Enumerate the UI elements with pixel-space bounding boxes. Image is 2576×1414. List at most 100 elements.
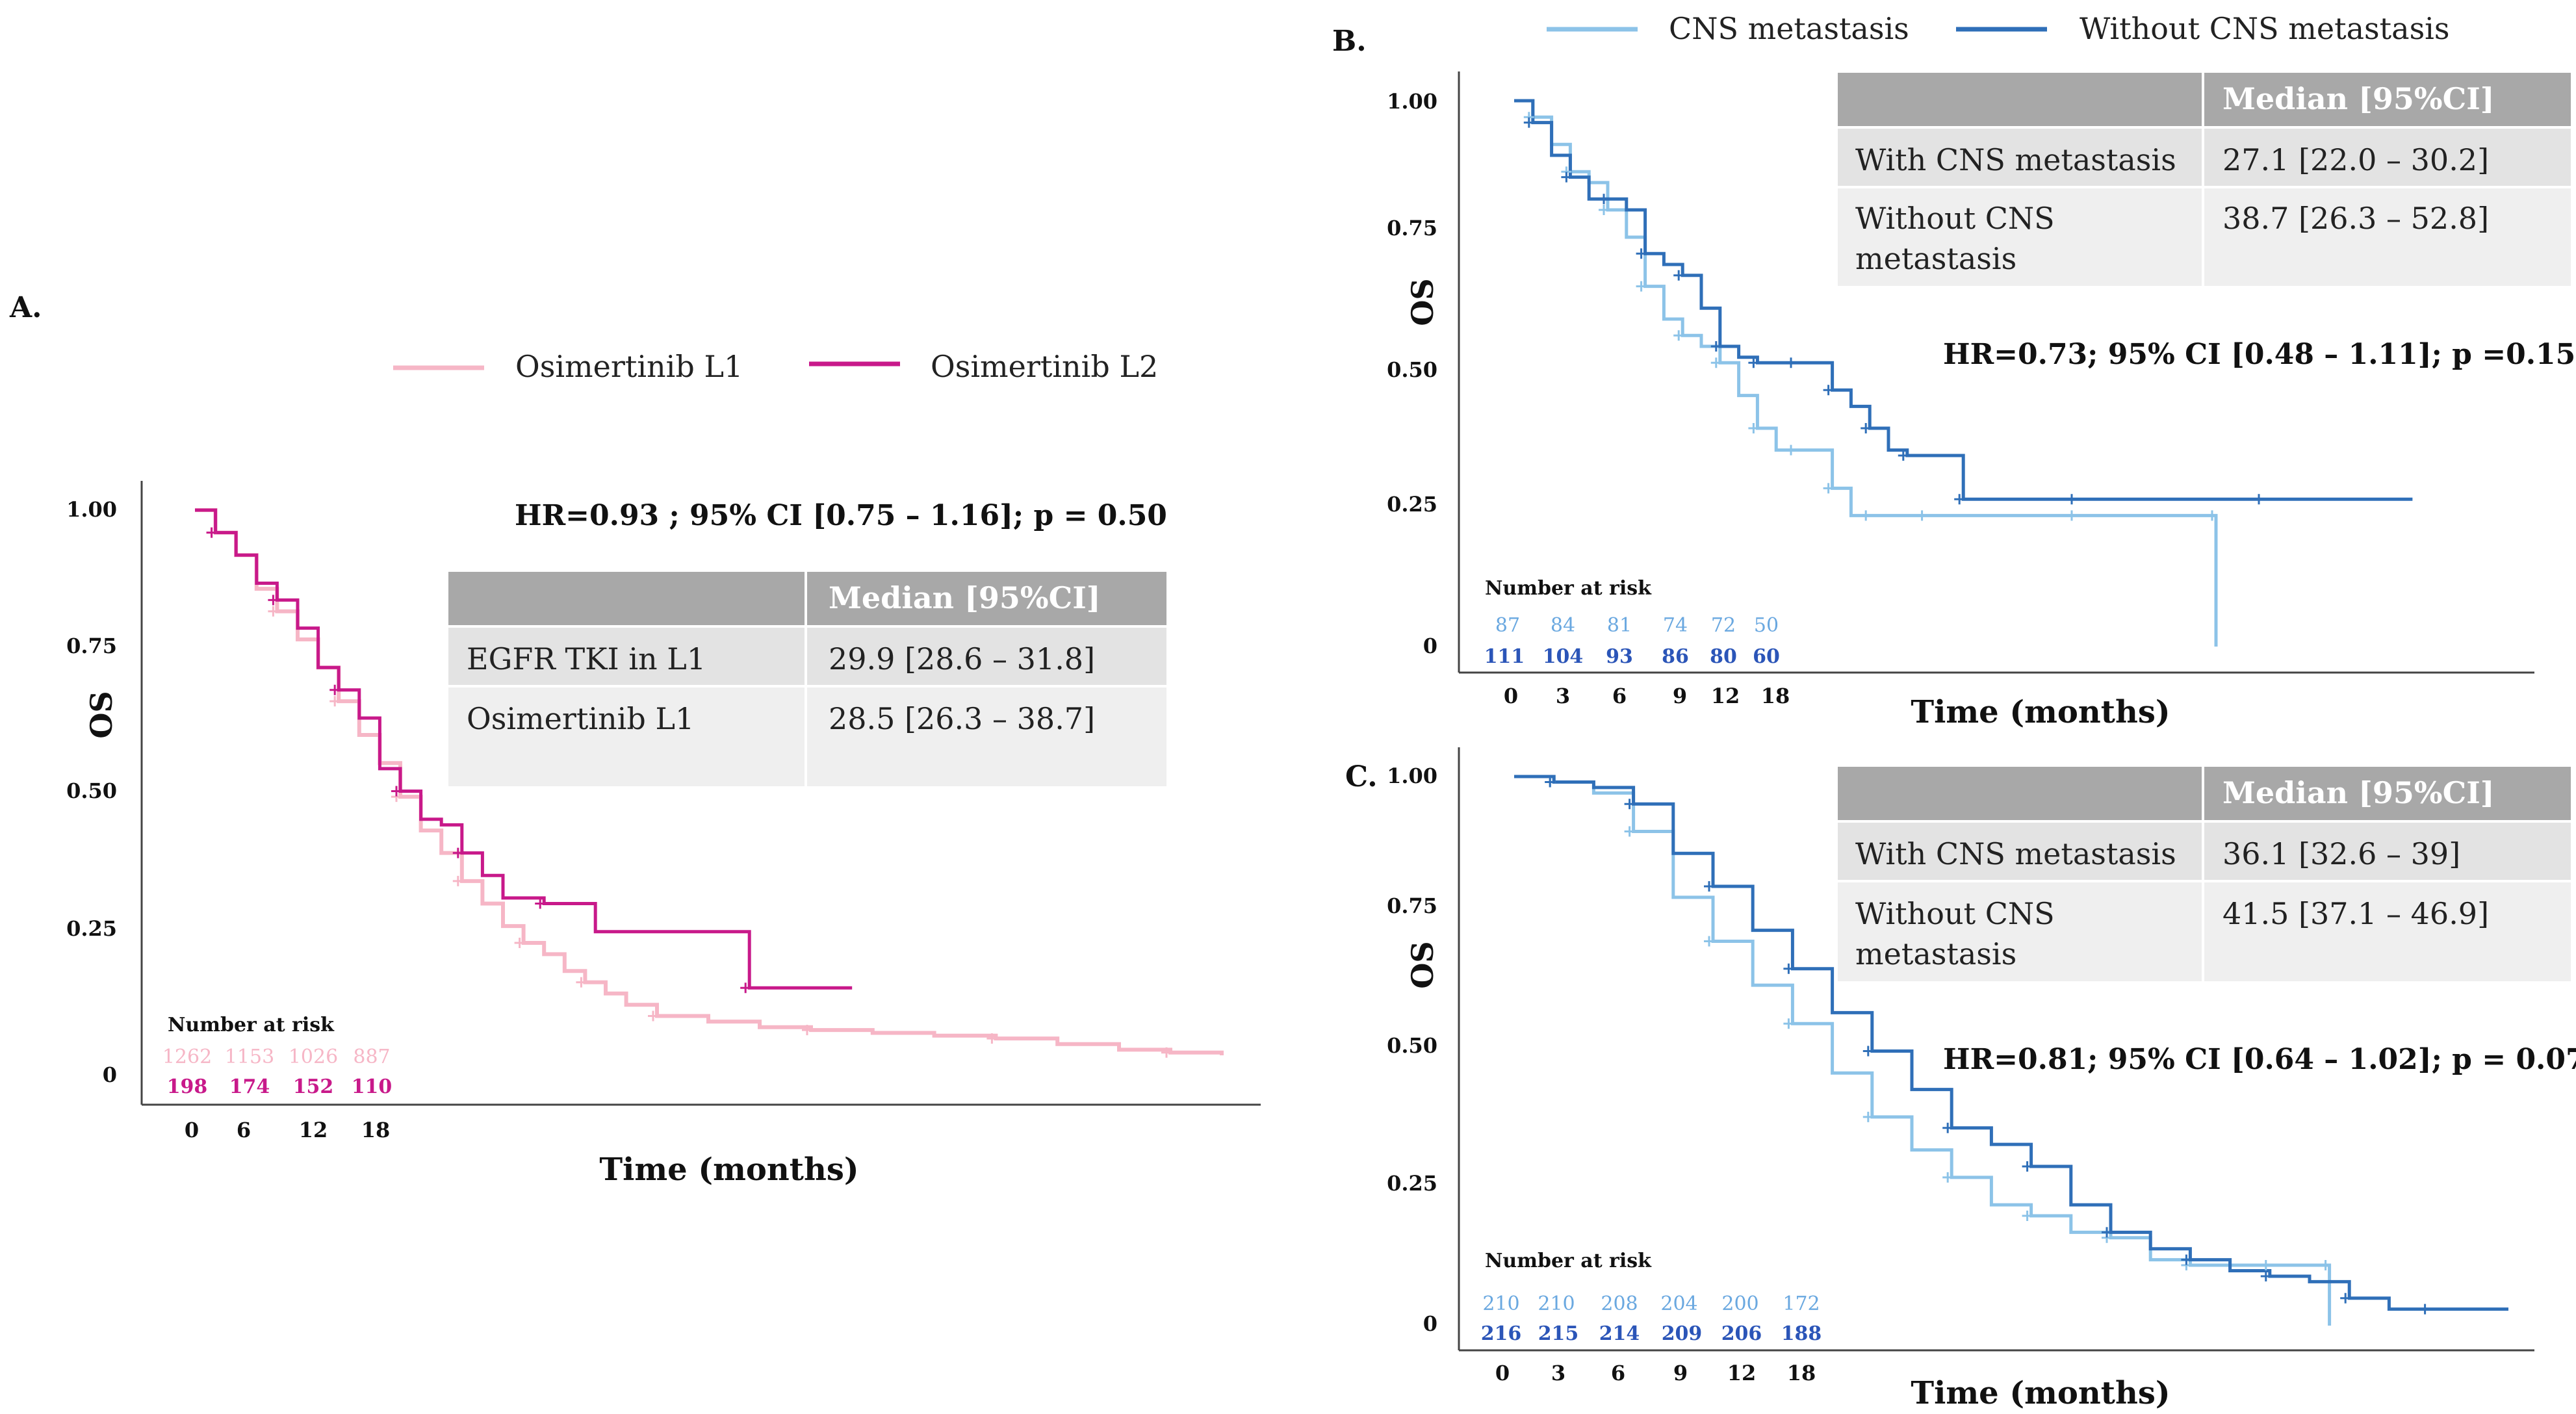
panel-b-ytick-100: 1.00 (1387, 89, 1437, 114)
table-a-row2-label: Osimertinib L1 (467, 701, 694, 736)
censor-mark (329, 696, 341, 707)
censor-mark (452, 875, 463, 886)
censor-mark (1748, 357, 1759, 368)
table-c-row1-label: With CNS metastasis (1855, 836, 2176, 871)
censor-mark (268, 606, 279, 617)
risk-c1-0: 210 (1482, 1292, 1519, 1315)
risk-a2-6: 174 (229, 1075, 270, 1098)
censor-mark (514, 938, 525, 949)
table-a-row2-bg (448, 688, 1166, 786)
table-c-row2-label-line2: metastasis (1855, 936, 2016, 971)
panel-b-xtick-0: 0 (1504, 684, 1518, 708)
risk-b2-6: 93 (1606, 645, 1633, 668)
risk-c2-6: 214 (1599, 1322, 1640, 1345)
panel-a: A. Osimertinib L1 Osimertinib L2 1.00 0.… (9, 291, 1261, 1188)
panel-a-xtick-6: 6 (237, 1118, 251, 1142)
panel-a-xtick-0: 0 (185, 1118, 199, 1142)
censor-mark (802, 1025, 812, 1036)
panel-b-xlabel: Time (months) (1911, 694, 2170, 730)
panel-a-ylabel: OS (84, 691, 119, 738)
panel-a-xlabel: Time (months) (599, 1151, 858, 1188)
censor-mark (1898, 450, 1909, 461)
risk-a2-0: 198 (167, 1075, 208, 1098)
risk-b2-0: 111 (1484, 645, 1525, 668)
censor-mark (1710, 341, 1721, 352)
censor-mark (2067, 494, 2077, 505)
risk-a1-6: 1153 (225, 1046, 274, 1068)
table-b-row1-label: With CNS metastasis (1855, 142, 2176, 177)
panel-c-ytick-050: 0.50 (1387, 1033, 1437, 1058)
table-c-header: Median [95%CI] (2222, 775, 2494, 810)
panel-a-xtick-12: 12 (299, 1118, 328, 1142)
table-a-header: Median [95%CI] (829, 580, 1100, 615)
censor-mark (1748, 423, 1759, 433)
risk-c1-12: 200 (1721, 1292, 1758, 1315)
panel-a-letter: A. (9, 291, 42, 324)
panel-b-xtick-12: 12 (1711, 684, 1740, 708)
risk-b1-3: 84 (1551, 614, 1575, 637)
panel-b-ytick-0: 0 (1423, 634, 1437, 658)
censor-mark (1916, 510, 1927, 521)
panel-a-risk-title: Number at risk (168, 1014, 335, 1036)
panel-c-ylabel: OS (1405, 941, 1440, 988)
legend-osim-l1-label: Osimertinib L1 (515, 349, 743, 384)
legend-cns-label: CNS metastasis (1669, 11, 1909, 46)
panel-b-letter: B. (1332, 25, 1367, 58)
panel-b-ytick-025: 0.25 (1387, 492, 1437, 517)
table-a-row1-value: 29.9 [28.6 – 31.8] (829, 641, 1095, 676)
risk-a1-0: 1262 (162, 1046, 212, 1068)
panel-c-ytick-100: 1.00 (1387, 764, 1437, 788)
legend-no-cns-label: Without CNS metastasis (2080, 11, 2450, 46)
panel-b-risk-title: Number at risk (1485, 577, 1652, 600)
censor-mark (1861, 510, 1872, 521)
censor-mark (206, 527, 217, 538)
legend-bc: CNS metastasis Without CNS metastasis (1547, 11, 2450, 46)
censor-mark (2067, 510, 2077, 521)
table-b-row1-value: 27.1 [22.0 – 30.2] (2222, 142, 2489, 177)
panel-c-xtick-9: 9 (1673, 1361, 1688, 1385)
no-cns-curve-b (1514, 99, 2413, 501)
risk-b1-12: 72 (1711, 614, 1736, 637)
censor-mark (1823, 483, 1834, 494)
censor-mark (2260, 1260, 2271, 1271)
censor-mark (1861, 423, 1872, 433)
censor-mark (329, 684, 341, 695)
censor-mark (1954, 494, 1965, 505)
censor-mark (2207, 510, 2217, 521)
risk-c2-18: 188 (1781, 1322, 1822, 1345)
risk-b1-9: 74 (1663, 614, 1688, 637)
censor-mark (1704, 881, 1714, 892)
panel-b-xtick-18: 18 (1761, 684, 1790, 708)
no-cns-censor-marks-c (1545, 777, 2430, 1315)
censor-mark (1599, 205, 1609, 215)
risk-c1-6: 208 (1601, 1292, 1638, 1315)
table-a-row1-bg (448, 628, 1166, 685)
panel-c-ytick-075: 0.75 (1387, 893, 1437, 918)
panel-b: B. 1.00 0.75 0.50 0.25 0 OS Median [95%C… (1332, 25, 2575, 730)
censor-mark (648, 1010, 658, 1022)
censor-mark (1862, 1111, 1874, 1122)
risk-c2-3: 215 (1538, 1322, 1579, 1345)
panel-b-ytick-075: 0.75 (1387, 216, 1437, 240)
censor-mark (1862, 1046, 1874, 1057)
table-b-row2-label-line2: metastasis (1855, 241, 2016, 276)
risk-c1-3: 210 (1538, 1292, 1575, 1315)
risk-c1-18: 172 (1783, 1292, 1820, 1315)
censor-mark (1523, 117, 1534, 128)
censor-mark (1783, 963, 1794, 974)
censor-mark (1599, 194, 1609, 205)
table-a-row1-label: EGFR TKI in L1 (467, 641, 706, 676)
risk-a1-12: 1026 (289, 1046, 338, 1068)
panel-c-xtick-0: 0 (1495, 1361, 1510, 1385)
censor-mark (2320, 1260, 2331, 1271)
censor-mark (2254, 494, 2264, 505)
legend-osim-l2-label: Osimertinib L2 (931, 349, 1158, 384)
panel-a-curves (195, 508, 1224, 1058)
panel-c-xtick-3: 3 (1551, 1361, 1565, 1385)
panel-b-xtick-3: 3 (1556, 684, 1570, 708)
risk-c2-9: 209 (1662, 1322, 1703, 1345)
panel-b-curves (1514, 99, 2413, 647)
censor-mark (1823, 385, 1834, 396)
no-cns-censor-marks-b (1523, 117, 2264, 505)
osim-l1-censor-marks (206, 527, 1172, 1058)
